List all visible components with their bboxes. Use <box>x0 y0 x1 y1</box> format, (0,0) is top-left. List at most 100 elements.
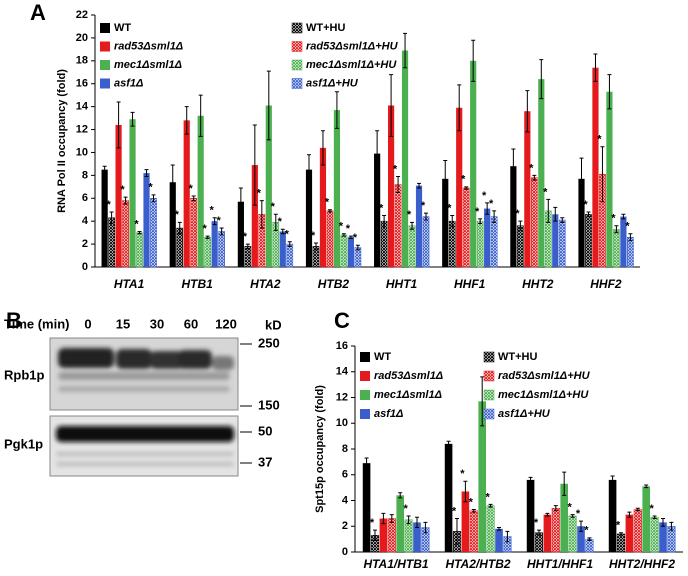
bar <box>326 210 334 268</box>
error-bar <box>372 529 377 541</box>
legend-swatch <box>360 390 370 400</box>
bar <box>136 232 143 268</box>
error-bar <box>610 475 615 485</box>
y-tick-label: 10 <box>76 146 88 158</box>
y-tick-label: 0 <box>342 546 348 558</box>
blot: Time (min) 0 15 30 60 120 kD Rpb1p 250 1… <box>4 316 282 477</box>
significance-mark: * <box>583 199 588 211</box>
error-bar <box>570 514 575 518</box>
significance-mark: * <box>325 197 330 209</box>
bar <box>204 236 212 268</box>
error-bar <box>348 235 353 239</box>
x-tick-label: HTB2 <box>318 277 350 291</box>
error-bar <box>614 225 619 234</box>
error-bar <box>536 529 541 536</box>
legend-swatch <box>100 60 110 70</box>
bar <box>169 182 176 267</box>
bar <box>374 153 381 267</box>
significance-mark: * <box>210 205 215 217</box>
bar <box>551 507 560 553</box>
significance-mark: * <box>452 505 457 517</box>
error-bar <box>423 521 428 534</box>
y-tick-label: 8 <box>82 169 88 181</box>
y-tick-label: 2 <box>342 520 348 532</box>
bar <box>362 463 371 552</box>
bar <box>340 234 348 268</box>
y-tick-label: 4 <box>82 215 89 227</box>
error-bar <box>287 241 292 247</box>
bar <box>404 519 413 553</box>
x-tick-label: HTA2 <box>250 277 281 291</box>
marker-label: 250 <box>258 335 280 350</box>
bar <box>143 173 150 267</box>
error-bar <box>313 242 318 251</box>
significance-mark: * <box>393 163 398 175</box>
bar <box>401 50 409 267</box>
y-axis-title: Spt15p occupancy (fold) <box>314 385 326 513</box>
bar <box>613 228 620 268</box>
x-tick-label: HTA1/HTB1 <box>363 557 428 571</box>
y-tick-label: 2 <box>82 238 88 250</box>
error-bar <box>443 159 448 198</box>
bar <box>444 443 453 552</box>
error-bar <box>375 130 380 178</box>
error-bar <box>266 70 271 141</box>
error-bar <box>198 94 203 137</box>
error-bar <box>205 235 210 239</box>
error-bar <box>306 154 311 186</box>
legend-swatch <box>291 41 303 52</box>
error-bar <box>593 53 598 82</box>
error-bar <box>130 111 135 127</box>
marker-label: 37 <box>258 454 272 469</box>
y-tick-label: 4 <box>342 494 349 506</box>
legend-label: mec1Δsml1Δ+HU <box>306 59 397 71</box>
bar <box>558 219 566 268</box>
error-bar <box>327 209 332 213</box>
x-tick-label: HHF1 <box>454 277 486 291</box>
error-bar <box>238 187 243 216</box>
legend-swatch <box>100 41 110 52</box>
significance-mark: * <box>346 223 351 235</box>
error-bar <box>492 210 497 223</box>
significance-mark: * <box>175 209 180 221</box>
bands <box>58 348 234 392</box>
error-bar <box>137 230 142 235</box>
x-tick-label: HHT1/HHF1 <box>527 557 593 571</box>
error-bar <box>341 233 346 237</box>
error-bar <box>184 106 189 135</box>
unit-label: kD <box>265 317 282 332</box>
error-bar <box>644 484 649 489</box>
y-tick-label: 0 <box>82 261 88 273</box>
significance-mark: * <box>584 525 589 537</box>
x-tick-label: HTA2/HTB2 <box>445 557 510 571</box>
error-bar <box>463 480 468 503</box>
bands <box>56 426 234 466</box>
error-bar <box>364 457 369 469</box>
error-bar <box>410 221 415 230</box>
error-bar <box>191 195 196 202</box>
bar <box>526 479 535 552</box>
error-bar <box>518 220 523 231</box>
error-bar <box>170 164 175 200</box>
significance-mark: * <box>489 198 494 210</box>
y-tick-label: 16 <box>336 340 348 352</box>
error-bar <box>587 537 592 541</box>
bar <box>333 110 341 267</box>
bar <box>625 514 634 552</box>
bar <box>470 60 477 268</box>
legend-label: mec1Δsml1Δ <box>114 59 182 71</box>
time-label: 60 <box>184 316 198 331</box>
error-bar <box>450 214 455 228</box>
legend-swatch <box>100 23 110 33</box>
bar <box>218 231 225 268</box>
bar <box>642 486 651 552</box>
x-tick-label: HTB1 <box>182 277 214 291</box>
y-tick-label: 16 <box>76 78 88 90</box>
error-bar <box>539 59 544 100</box>
panel-label: C <box>334 308 350 333</box>
significance-mark: * <box>278 216 283 228</box>
error-bar <box>389 514 394 523</box>
bar <box>319 147 327 267</box>
error-bar <box>424 212 429 221</box>
